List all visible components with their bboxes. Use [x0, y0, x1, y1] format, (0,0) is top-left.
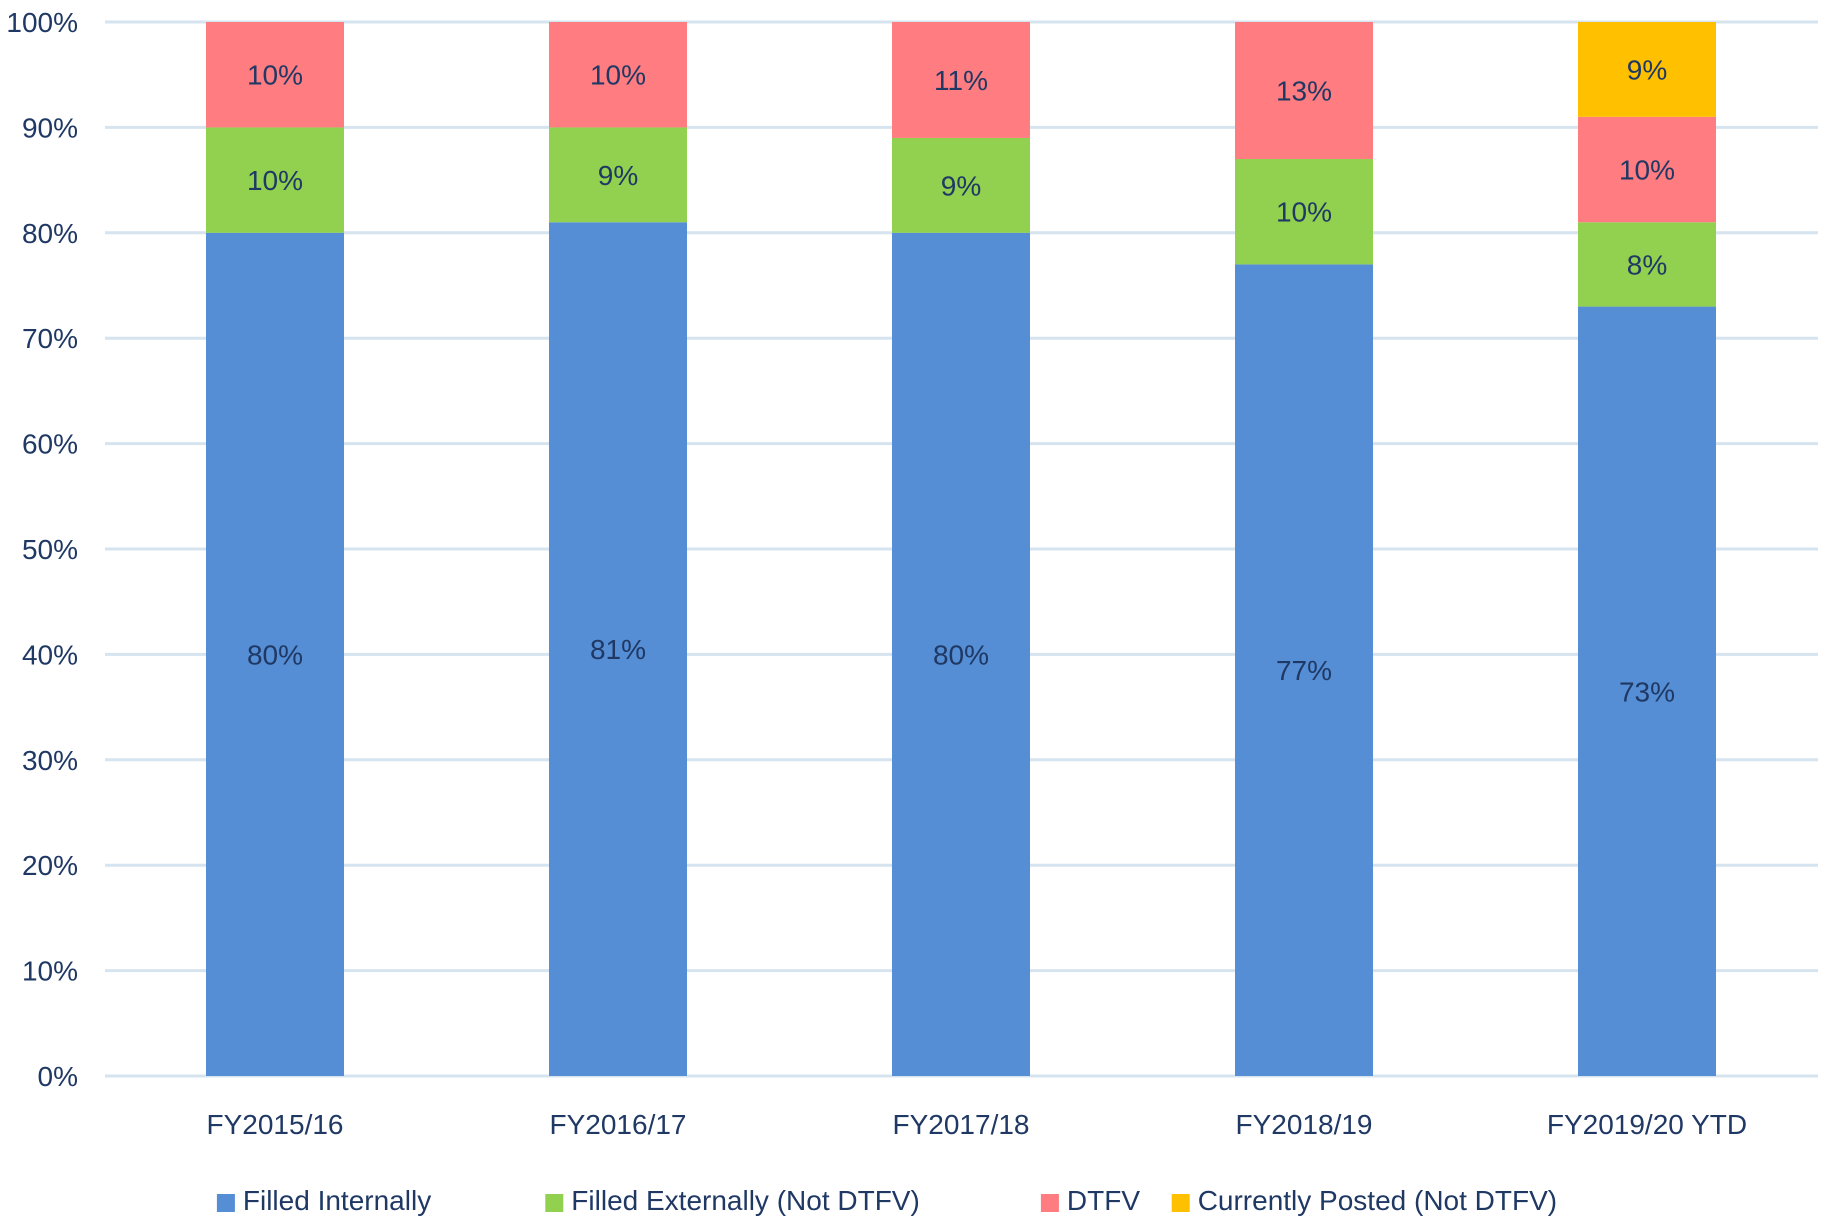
bar-data-label: 10% [1619, 155, 1675, 186]
bar-segment [1578, 222, 1716, 307]
bar-data-label: 9% [1627, 54, 1667, 85]
bar-segment [892, 232, 1030, 1077]
legend-item: Filled Internally [216, 1185, 431, 1216]
bar-segment [206, 127, 344, 233]
bar-data-label: 80% [933, 639, 989, 670]
y-tick-label: 100% [6, 7, 78, 38]
y-tick-label: 80% [22, 218, 78, 249]
bar-segment [1578, 116, 1716, 223]
y-tick-label: 0% [38, 1061, 78, 1092]
legend-label: Currently Posted (Not DTFV) [1198, 1185, 1557, 1216]
bar-segment [549, 222, 687, 1076]
y-tick-label: 90% [22, 112, 78, 143]
bar-segment [1578, 306, 1716, 1077]
legend-swatch [1171, 1194, 1190, 1212]
bar-data-label: 10% [247, 60, 303, 91]
bar-data-label: 80% [247, 639, 303, 670]
bar-data-label: 10% [590, 60, 646, 91]
x-axis-ticks: FY2015/16 FY2016/17 FY2017/18 FY2018/19 FY20… [207, 1109, 1748, 1140]
y-tick-label: 50% [22, 534, 78, 565]
bar-data-labels: 80% 10% 10% 81% 9% 10% 80% 9% 11% 77% 10% 13% 73% 8% 1… [247, 54, 1675, 707]
x-tick-label: FY2018/19 [1236, 1109, 1373, 1140]
bar-data-label: 73% [1619, 676, 1675, 707]
bar-data-label: 9% [941, 170, 981, 201]
bar-segment [892, 22, 1030, 138]
legend-item: DTFV [1040, 1185, 1140, 1216]
legend-label: DTFV [1067, 1185, 1140, 1216]
bar-segment [1578, 22, 1716, 117]
bar-data-label: 13% [1276, 76, 1332, 107]
y-axis-ticks: 0% 10% 20% 30% 40% 50% 60% 70% 80% 90% 100% [6, 7, 78, 1092]
y-tick-label: 10% [22, 956, 78, 987]
bar-segment [549, 22, 687, 128]
bar-segment [892, 137, 1030, 233]
x-tick-label: FY2016/17 [550, 1109, 687, 1140]
bar-segment [206, 232, 344, 1077]
bar-data-label: 10% [1276, 197, 1332, 228]
legend: Filled Internally Filled Externally (Not … [216, 1185, 1557, 1216]
bar-data-label: 10% [247, 165, 303, 196]
y-tick-label: 30% [22, 745, 78, 776]
bar-segment [1235, 264, 1373, 1076]
y-tick-label: 20% [22, 850, 78, 881]
legend-swatch [1040, 1194, 1059, 1212]
x-tick-label: FY2015/16 [207, 1109, 344, 1140]
y-tick-label: 60% [22, 429, 78, 460]
bar-data-label: 11% [934, 65, 988, 96]
y-tick-label: 40% [22, 639, 78, 670]
legend-item: Filled Externally (Not DTFV) [545, 1185, 920, 1216]
bar-segment [1235, 159, 1373, 265]
bar-data-label: 8% [1627, 249, 1667, 280]
bar-segment [206, 22, 344, 128]
legend-swatch [216, 1194, 235, 1212]
bar-segment [549, 127, 687, 223]
x-tick-label: FY2017/18 [893, 1109, 1030, 1140]
bar-data-label: 81% [590, 634, 646, 665]
bar-data-label: 77% [1276, 655, 1332, 686]
legend-label: Filled Internally [243, 1185, 431, 1216]
legend-swatch [545, 1194, 564, 1212]
bars [206, 22, 1716, 1077]
legend-item: Currently Posted (Not DTFV) [1171, 1185, 1557, 1216]
bar-data-label: 9% [598, 160, 638, 191]
bar-segment [1235, 22, 1373, 160]
y-tick-label: 70% [22, 323, 78, 354]
x-tick-label: FY2019/20 YTD [1547, 1109, 1747, 1140]
legend-label: Filled Externally (Not DTFV) [571, 1185, 920, 1216]
